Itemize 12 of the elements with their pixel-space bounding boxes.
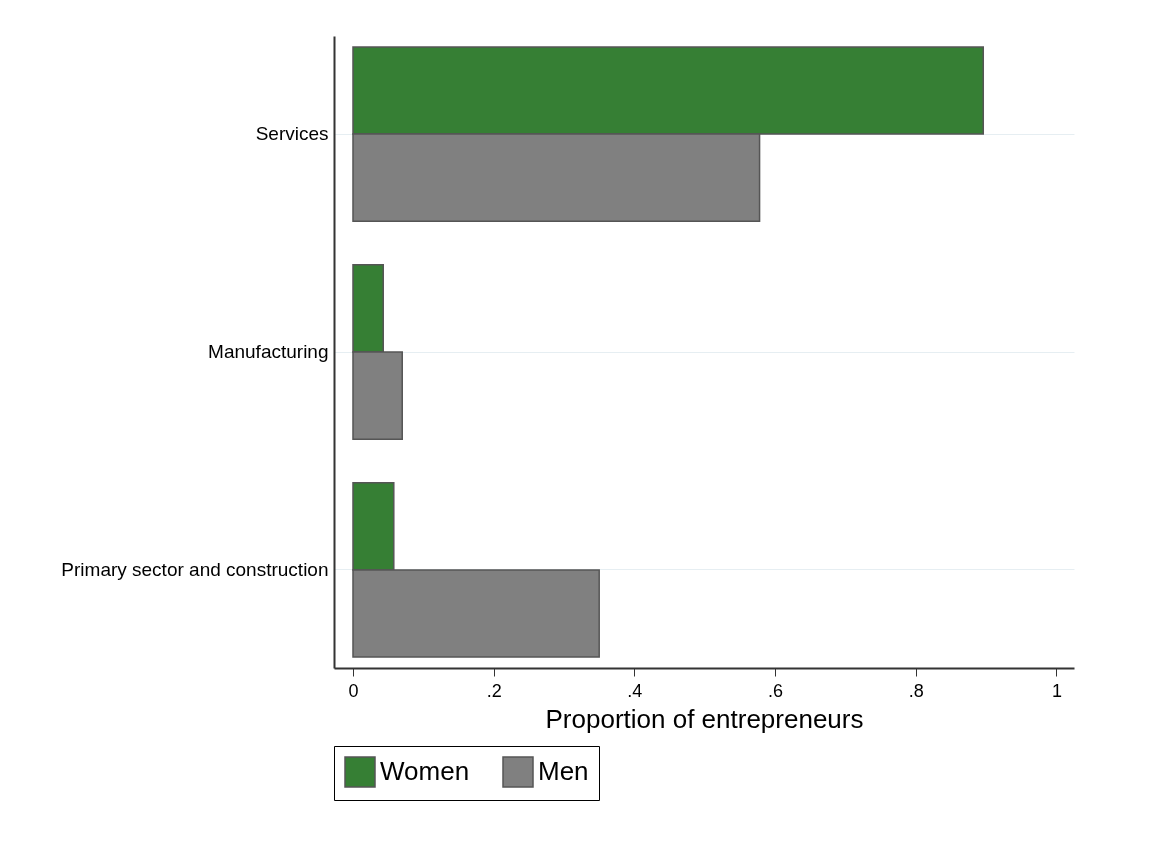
x-tick-label: 0 bbox=[348, 680, 359, 701]
legend-label: Men bbox=[538, 756, 589, 786]
y-tick-label: Services bbox=[255, 123, 329, 145]
x-axis-title: Proportion of entrepreneurs bbox=[545, 703, 864, 734]
y-tick-label: Manufacturing bbox=[208, 341, 329, 362]
x-tick-label: .6 bbox=[768, 680, 784, 701]
x-tick-label: .8 bbox=[908, 680, 924, 701]
y-tick-label: Primary sector and construction bbox=[61, 558, 329, 580]
legend-label: Women bbox=[380, 756, 470, 786]
x-tick-label: 1 bbox=[1051, 680, 1062, 701]
x-tick-label: .2 bbox=[486, 680, 502, 701]
x-tick-label: .4 bbox=[627, 680, 643, 701]
